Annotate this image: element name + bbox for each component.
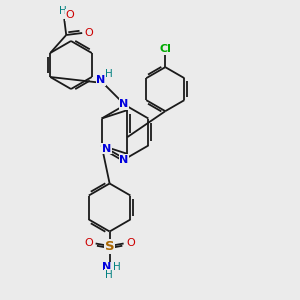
Text: H: H <box>113 262 121 272</box>
Text: O: O <box>126 238 135 248</box>
Text: H: H <box>59 6 67 16</box>
Text: O: O <box>84 238 93 248</box>
Text: Cl: Cl <box>159 44 171 54</box>
Text: H: H <box>105 69 113 79</box>
Text: N: N <box>96 75 106 85</box>
Text: O: O <box>85 28 94 38</box>
Text: S: S <box>105 240 114 253</box>
Text: H: H <box>105 269 112 280</box>
Text: N: N <box>119 99 129 109</box>
Text: O: O <box>66 10 75 20</box>
Text: N: N <box>119 155 129 165</box>
Text: N: N <box>102 143 111 154</box>
Text: N: N <box>102 262 111 272</box>
